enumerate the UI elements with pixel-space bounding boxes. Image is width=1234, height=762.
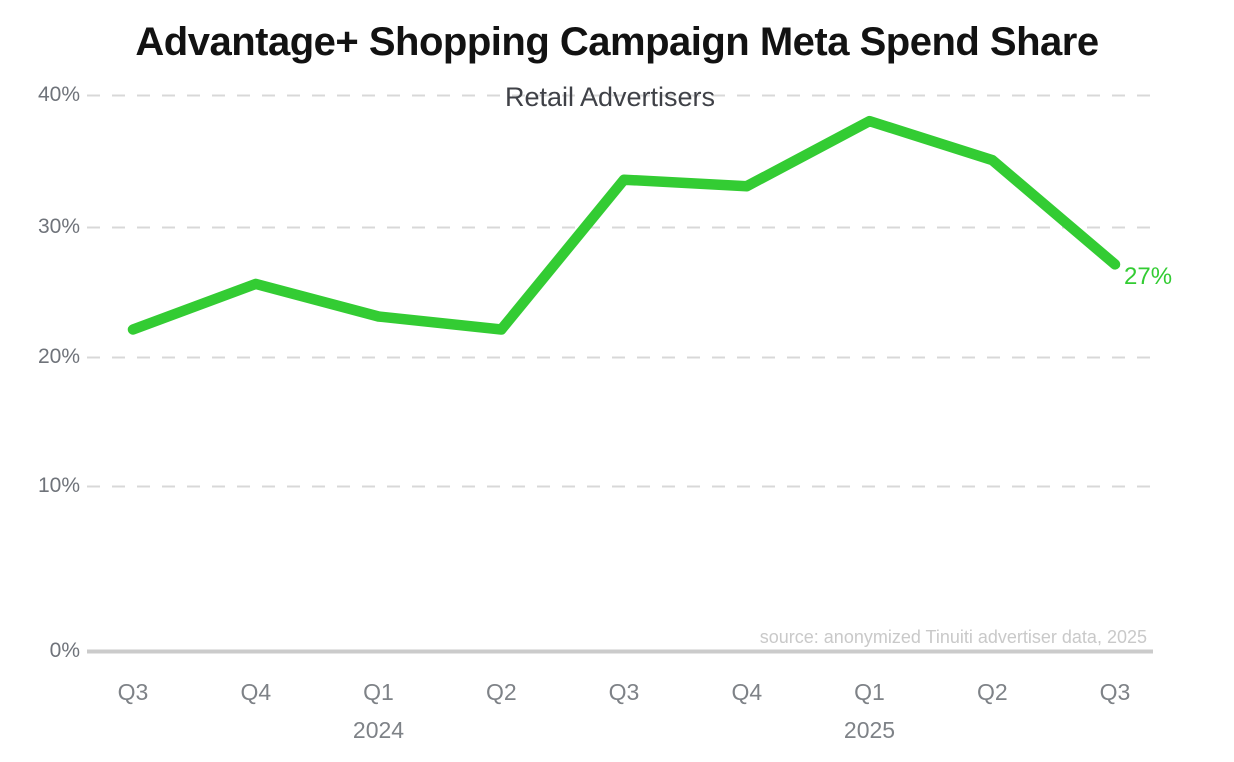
year-label-2025: 2025 bbox=[843, 717, 896, 743]
x-tick-q1-2024: Q1 bbox=[363, 679, 394, 705]
x-tick-q2-2024: Q2 bbox=[485, 679, 517, 705]
chart-subtitle: Retail Advertisers bbox=[504, 82, 716, 112]
y-tick-10: 10% bbox=[37, 474, 80, 497]
chart-title: Advantage+ Shopping Campaign Meta Spend … bbox=[135, 20, 1099, 64]
end-value-label: 27% bbox=[1124, 263, 1173, 291]
x-tick-q3-2025: Q3 bbox=[1099, 679, 1131, 705]
year-label-2024: 2024 bbox=[352, 717, 405, 743]
x-tick-q2-2025: Q2 bbox=[976, 679, 1008, 705]
y-tick-20: 20% bbox=[37, 345, 80, 368]
spend-share-line bbox=[127, 115, 1121, 335]
y-tick-0: 0% bbox=[49, 639, 80, 662]
x-tick-q4-2024: Q4 bbox=[731, 679, 763, 705]
source-note: source: anonymized Tinuiti advertiser da… bbox=[759, 627, 1147, 647]
x-tick-q4-2023: Q4 bbox=[240, 679, 272, 705]
y-tick-30: 30% bbox=[37, 215, 80, 238]
x-tick-q3-2024: Q3 bbox=[608, 679, 640, 705]
y-tick-40: 40% bbox=[37, 83, 80, 106]
x-tick-q3-2023: Q3 bbox=[117, 679, 149, 705]
x-tick-q1-2025: Q1 bbox=[854, 679, 885, 705]
